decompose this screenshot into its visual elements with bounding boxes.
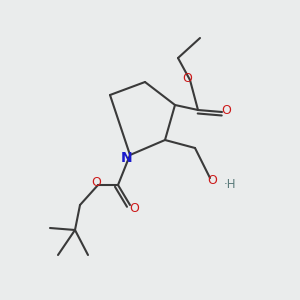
Text: O: O [182, 71, 192, 85]
Text: O: O [91, 176, 101, 188]
Text: ·H: ·H [224, 178, 236, 191]
Text: O: O [221, 103, 231, 116]
Text: O: O [129, 202, 139, 214]
Text: O: O [207, 173, 217, 187]
Text: N: N [121, 151, 133, 165]
